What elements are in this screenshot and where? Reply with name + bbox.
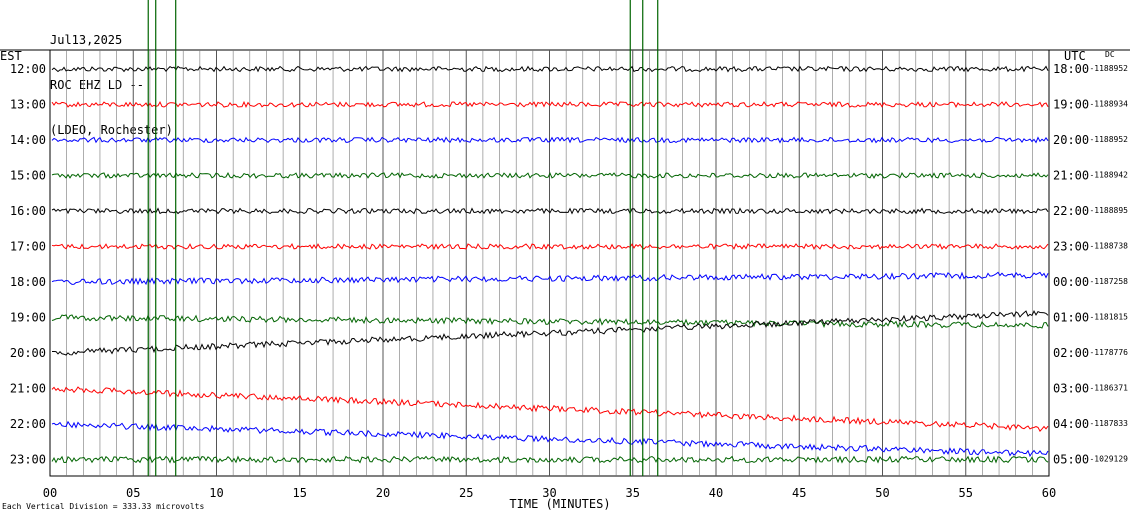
x-tick-label: 60 — [1042, 486, 1056, 500]
x-tick-label: 30 — [542, 486, 556, 500]
utc-hour-label: 21:00 — [1053, 169, 1089, 183]
seismic-trace — [51, 386, 1049, 432]
scale-note: Each Vertical Division = 333.33 microvol… — [2, 502, 204, 511]
est-hour-label: 15:00 — [10, 169, 46, 183]
x-tick-label: 00 — [43, 486, 57, 500]
est-axis-title: EST — [0, 49, 22, 63]
header-network: (LDEO, Rochester) — [50, 123, 173, 137]
x-tick-label: 35 — [626, 486, 640, 500]
dc-offset-label: -1178776 — [1089, 348, 1128, 357]
header-block: Jul13,2025 ROC EHZ LD -- (LDEO, Rocheste… — [50, 3, 173, 153]
dc-column-title: DC — [1105, 50, 1115, 59]
seismic-trace — [51, 100, 1049, 109]
header-date: Jul13,2025 — [50, 33, 123, 47]
est-hour-label: 21:00 — [10, 382, 46, 396]
est-hour-label: 17:00 — [10, 240, 46, 254]
x-axis-title: TIME (MINUTES) — [509, 497, 610, 511]
est-hour-label: 20:00 — [10, 346, 46, 360]
utc-hour-label: 23:00 — [1053, 240, 1089, 254]
est-hour-label: 12:00 — [10, 62, 46, 76]
x-tick-label: 05 — [126, 486, 140, 500]
grid — [0, 49, 1130, 477]
seismic-trace — [51, 65, 1049, 73]
seismic-trace — [51, 171, 1049, 179]
dc-offset-label: -1188738 — [1089, 242, 1128, 251]
dc-offset-label: -1186371 — [1089, 384, 1128, 393]
utc-hour-label: 22:00 — [1053, 204, 1089, 218]
seismic-trace — [51, 420, 1049, 457]
est-hour-label: 18:00 — [10, 275, 46, 289]
dc-offset-label: -1187833 — [1089, 419, 1128, 428]
header-station: ROC EHZ LD -- — [50, 78, 144, 92]
dc-offset-label: -1188952 — [1089, 64, 1128, 73]
utc-axis-title: UTC — [1064, 49, 1086, 63]
est-hour-label: 22:00 — [10, 417, 46, 431]
utc-hour-label: 05:00 — [1053, 453, 1089, 467]
utc-hour-label: 03:00 — [1053, 382, 1089, 396]
seismic-trace — [51, 271, 1049, 286]
dc-offset-label: -1188952 — [1089, 135, 1128, 144]
x-tick-label: 15 — [293, 486, 307, 500]
traces — [51, 0, 1049, 476]
dc-offset-label: -1187258 — [1089, 277, 1128, 286]
utc-hour-label: 01:00 — [1053, 311, 1089, 325]
dc-offset-label: -1188942 — [1089, 171, 1128, 180]
est-hour-label: 13:00 — [10, 98, 46, 112]
utc-hour-label: 18:00 — [1053, 62, 1089, 76]
x-tick-label: 10 — [209, 486, 223, 500]
est-hour-label: 14:00 — [10, 133, 46, 147]
dc-offset-label: -1188895 — [1089, 206, 1128, 215]
seismic-trace — [51, 207, 1049, 215]
seismic-trace — [51, 314, 1049, 329]
dc-offset-label: -1029129 — [1089, 455, 1128, 464]
x-tick-label: 45 — [792, 486, 806, 500]
seismic-trace — [52, 309, 1049, 356]
dc-offset-label: -1181815 — [1089, 313, 1128, 322]
utc-hour-label: 04:00 — [1053, 417, 1089, 431]
utc-hour-label: 20:00 — [1053, 133, 1089, 147]
utc-hour-label: 19:00 — [1053, 98, 1089, 112]
seismic-trace — [51, 136, 1049, 144]
utc-hour-label: 02:00 — [1053, 346, 1089, 360]
x-tick-label: 40 — [709, 486, 723, 500]
est-hour-label: 19:00 — [10, 311, 46, 325]
axis-labels: 00 05 10 15 20 25 30 35 40 45 50 55 60 EST UTC DC TIME (… — [0, 49, 1128, 511]
x-tick-label: 25 — [459, 486, 473, 500]
dc-offset-label: -1188934 — [1089, 100, 1128, 109]
x-tick-label: 20 — [376, 486, 390, 500]
est-hour-label: 16:00 — [10, 204, 46, 218]
x-tick-label: 55 — [959, 486, 973, 500]
seismic-trace — [51, 455, 1049, 464]
est-hour-label: 23:00 — [10, 453, 46, 467]
x-tick-label: 50 — [875, 486, 889, 500]
seismic-trace — [51, 242, 1049, 251]
utc-hour-label: 00:00 — [1053, 275, 1089, 289]
